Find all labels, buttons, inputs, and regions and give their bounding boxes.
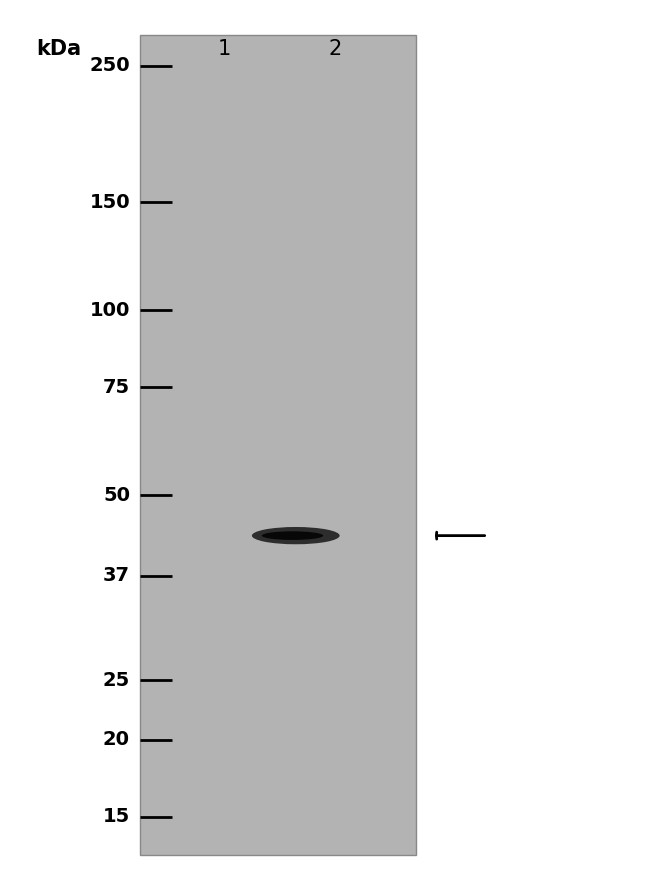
Text: 150: 150	[90, 192, 130, 212]
Text: 250: 250	[90, 56, 130, 75]
Text: kDa: kDa	[36, 39, 81, 58]
Text: 37: 37	[103, 566, 130, 586]
Text: 75: 75	[103, 377, 130, 397]
Text: 15: 15	[103, 807, 130, 827]
Text: 25: 25	[103, 671, 130, 690]
Text: 20: 20	[103, 730, 130, 750]
Text: 100: 100	[90, 301, 130, 320]
Ellipse shape	[262, 532, 323, 540]
Bar	[140, 35, 416, 855]
Ellipse shape	[252, 527, 339, 544]
Text: 2: 2	[328, 39, 341, 58]
Text: 50: 50	[103, 486, 130, 505]
Text: 1: 1	[218, 39, 231, 58]
